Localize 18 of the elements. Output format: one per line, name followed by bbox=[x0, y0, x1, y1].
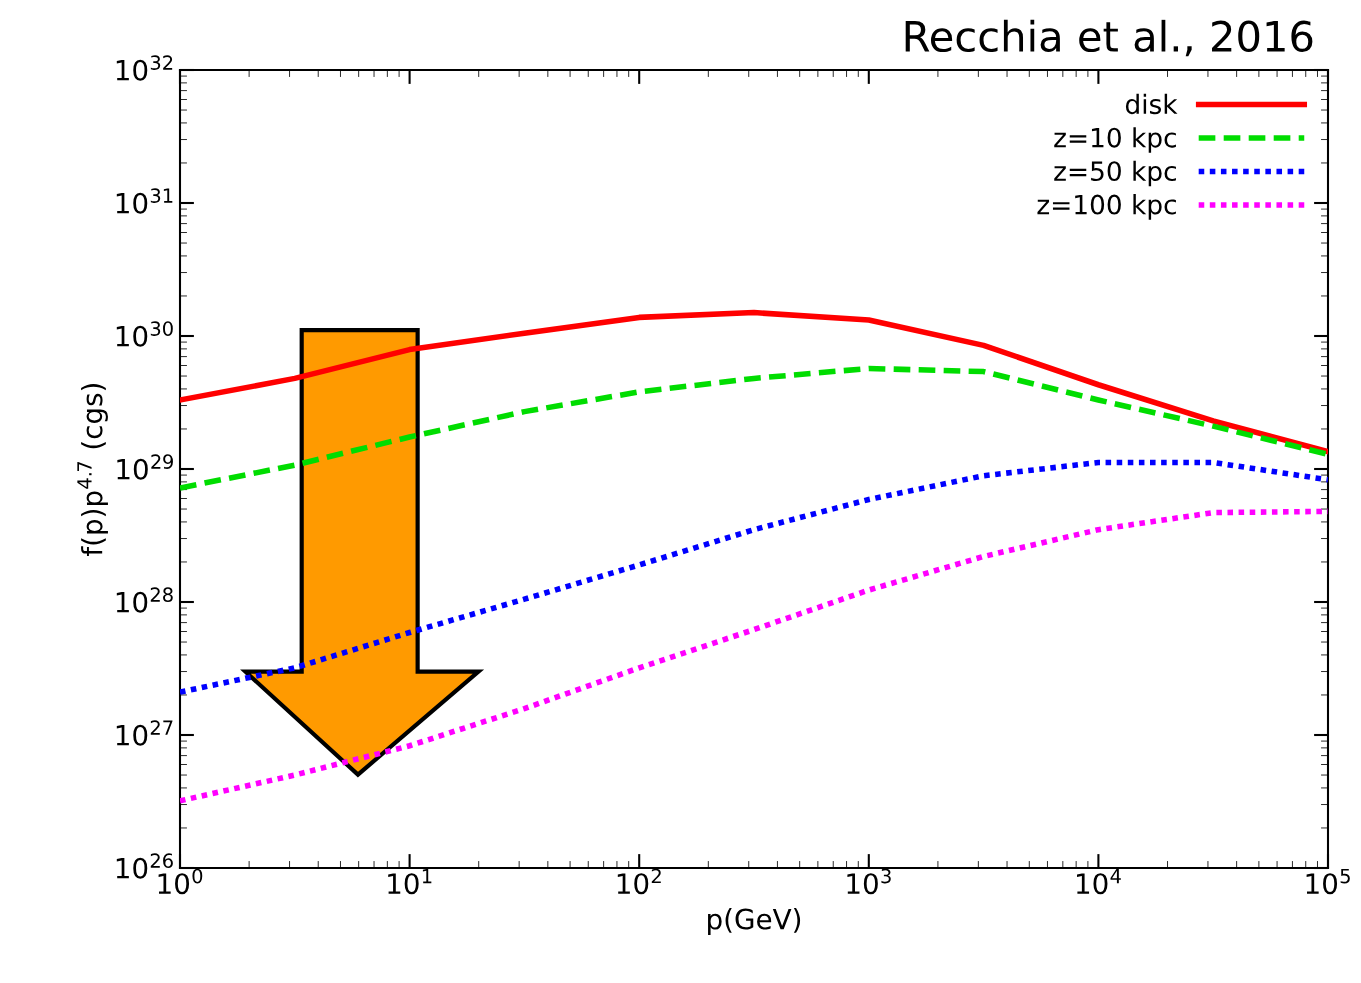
legend-label: z=10 kpc bbox=[1054, 127, 1176, 153]
y-tick-label: 10$^{27}$ bbox=[116, 720, 173, 746]
x-tick-label: 10$^{1}$ bbox=[388, 868, 432, 895]
x-tick-label: 10$^{2}$ bbox=[617, 868, 661, 895]
x-axis-title: p(GeV) bbox=[708, 908, 801, 935]
x-tick-label: 10$^{3}$ bbox=[847, 868, 891, 895]
x-tick-label: 10$^{4}$ bbox=[1077, 868, 1121, 895]
text: Recchia et al., 2016 bbox=[905, 19, 1313, 57]
y-tick-label: 10$^{30}$ bbox=[116, 321, 173, 347]
legend-label: z=100 kpc bbox=[1037, 194, 1176, 220]
legend-label: z=50 kpc bbox=[1054, 160, 1176, 187]
y-axis-title: f(p)p$^{4.7}$ (cgs) bbox=[77, 383, 108, 556]
x-tick-label: 10$^{5}$ bbox=[1306, 868, 1350, 895]
y-tick-label: 10$^{31}$ bbox=[116, 188, 173, 214]
y-tick-label: 10$^{32}$ bbox=[116, 55, 173, 81]
legend-label: disk bbox=[1125, 93, 1178, 115]
y-tick-label: 10$^{28}$ bbox=[116, 587, 173, 613]
y-tick-label: 10$^{29}$ bbox=[117, 454, 173, 480]
